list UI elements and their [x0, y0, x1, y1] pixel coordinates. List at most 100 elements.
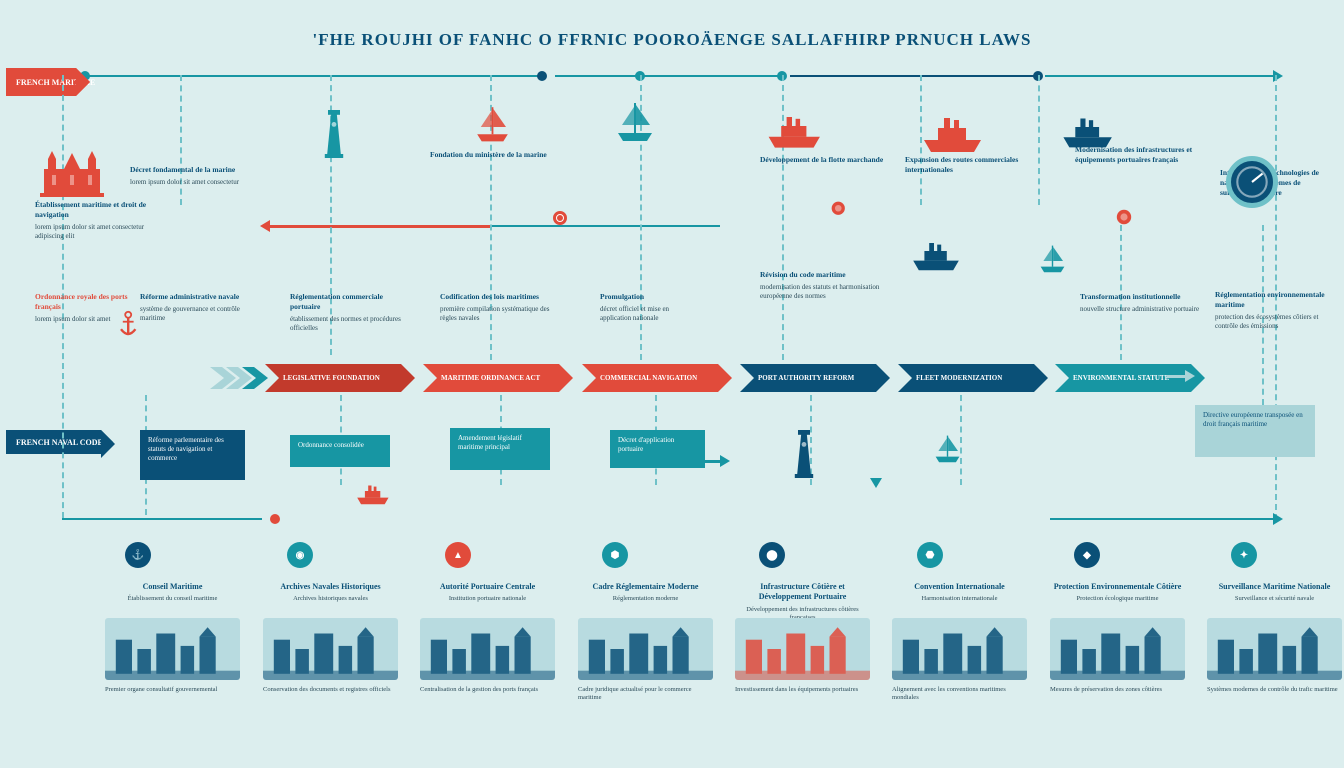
info-box: Directive européenne transposée en droit… [1195, 405, 1315, 457]
period-title: Protection Environnementale Côtière [1050, 582, 1185, 592]
period-caption: Centralisation de la gestion des ports f… [420, 686, 555, 694]
sail-icon [930, 430, 965, 470]
text-body: modernisation des statuts et harmonisati… [760, 283, 890, 301]
period-card [1207, 618, 1342, 680]
period-title: Cadre Réglementaire Moderne [578, 582, 713, 592]
period-title: Infrastructure Côtière et Développement … [735, 582, 870, 603]
period-subtitle: Établissement du conseil maritime [105, 595, 240, 603]
period-title: Convention Internationale [892, 582, 1027, 592]
timeline-segment [790, 75, 1035, 77]
text-heading: Réglementation environnementale maritime [1215, 290, 1335, 310]
period-caption: Alignement avec les conventions maritime… [892, 686, 1027, 703]
stage-chevron: LEGISLATIVE FOUNDATION [265, 364, 415, 392]
text-body: première compilation systématique des rè… [440, 305, 560, 323]
info-box: Ordonnance consolidée [290, 435, 390, 467]
text-block: Codification des lois maritimespremière … [440, 292, 560, 323]
period-caption: Premier organe consultatif gouvernementa… [105, 686, 240, 694]
period-card [578, 618, 713, 680]
period-badge: ⚓ [125, 542, 151, 568]
info-box: Réforme parlementaire des statuts de nav… [140, 430, 245, 480]
text-body: établissement des normes et procédures o… [290, 315, 410, 333]
start-tag-mid: FRENCH NAVAL CODE [6, 430, 101, 454]
period-title: Autorité Portuaire Centrale [420, 582, 555, 592]
text-block: Transformation institutionnellenouvelle … [1080, 292, 1200, 314]
period-title-block: Conseil MaritimeÉtablissement du conseil… [105, 582, 240, 604]
gauge-icon [1226, 156, 1278, 208]
stage-chevron: MARITIME ORDINANCE ACT [423, 364, 573, 392]
text-block: Établissement maritime et droit de navig… [35, 200, 150, 241]
period-card [420, 618, 555, 680]
period-badge: ▲ [445, 542, 471, 568]
palace-icon [40, 145, 104, 202]
text-body: décret officiel et mise en application n… [600, 305, 700, 323]
period-title: Surveillance Maritime Nationale [1207, 582, 1342, 592]
period-title-block: Convention Internationale Harmonisation i… [892, 582, 1027, 604]
period-subtitle: Harmonisation internationale [892, 595, 1027, 603]
sail-icon [470, 100, 515, 150]
period-subtitle: Réglementation moderne [578, 595, 713, 603]
text-block: Fondation du ministère de la marine [430, 150, 570, 163]
timeline-node [537, 71, 547, 81]
lower-line [1050, 518, 1275, 520]
lower-line [62, 518, 262, 520]
text-heading: Établissement maritime et droit de navig… [35, 200, 150, 220]
text-block: Décret fondamental de la marine lorem ips… [130, 165, 245, 187]
steam-icon [1060, 110, 1115, 158]
text-body: système de gouvernance et contrôle marit… [140, 305, 250, 323]
infographic-canvas: 'FHE ROUJHI OF FANHC O FFRNIC POOROÄENGE… [0, 0, 1344, 768]
period-card [1050, 618, 1185, 680]
stage-chevron: COMMERCIAL NAVIGATION [582, 364, 732, 392]
stage-chevron: FLEET MODERNIZATION [898, 364, 1048, 392]
blob-icon [830, 200, 847, 222]
period-card [892, 618, 1027, 680]
sail-icon [1035, 240, 1070, 280]
back-arrow-line [270, 225, 490, 228]
period-caption: Investissement dans les équipements port… [735, 686, 870, 694]
text-heading: Réforme administrative navale [140, 292, 250, 302]
timeline-segment [85, 75, 540, 77]
info-box: Décret d'application portuaire [610, 430, 705, 468]
period-title-block: Protection Environnementale Côtière Prote… [1050, 582, 1185, 604]
text-block: Réglementation environnementale maritime… [1215, 290, 1335, 331]
steam-icon [355, 480, 391, 513]
connector-line [1038, 75, 1040, 205]
back-arrow-head [260, 220, 270, 232]
text-body: lorem ipsum dolor sit amet consectetur a… [35, 223, 150, 241]
text-heading: Réglementation commerciale portuaire [290, 292, 410, 312]
text-block: Réforme administrative navale système de … [140, 292, 250, 323]
text-block: Révision du code maritime modernisation d… [760, 270, 890, 301]
period-badge: ✦ [1231, 542, 1257, 568]
period-badge: ⬣ [917, 542, 943, 568]
period-caption: Conservation des documents et registres … [263, 686, 398, 694]
period-title-block: Autorité Portuaire Centrale Institution p… [420, 582, 555, 604]
period-card [263, 618, 398, 680]
period-badge: ⬤ [759, 542, 785, 568]
period-badge: ◆ [1074, 542, 1100, 568]
period-card [735, 618, 870, 680]
text-body: lorem ipsum dolor sit amet consectetur [130, 178, 245, 187]
text-heading: Transformation institutionnelle [1080, 292, 1200, 302]
period-caption: Systèmes modernes de contrôle du trafic … [1207, 686, 1342, 694]
text-heading: Fondation du ministère de la marine [430, 150, 570, 160]
timeline-segment [1045, 75, 1275, 77]
period-title: Archives Navales Historiques [263, 582, 398, 592]
blob-icon [1115, 208, 1133, 231]
steam-icon [910, 235, 962, 280]
info-box: Amendement législatif maritime principal [450, 428, 550, 470]
text-heading: Décret fondamental de la marine [130, 165, 245, 175]
page-title: 'FHE ROUJHI OF FANHC O FFRNIC POOROÄENGE… [0, 30, 1344, 50]
text-heading: Révision du code maritime [760, 270, 890, 280]
small-arrow-right [720, 455, 730, 467]
text-heading: Promulgation [600, 292, 700, 302]
stage-chevron: ENVIRONMENTAL STATUTE [1055, 364, 1205, 392]
tower-icon [320, 110, 348, 163]
steam-icon [765, 108, 824, 158]
lower-arrow [1273, 513, 1283, 525]
period-badge: ◉ [287, 542, 313, 568]
period-caption: Cadre juridique actualisé pour le commer… [578, 686, 713, 703]
period-subtitle: Protection écologique maritime [1050, 595, 1185, 603]
period-subtitle: Institution portuaire nationale [420, 595, 555, 603]
small-arrow-right [1185, 370, 1195, 382]
text-heading: Ordonnance royale des ports français [35, 292, 150, 312]
period-title-block: Cadre Réglementaire Moderne Réglementatio… [578, 582, 713, 604]
